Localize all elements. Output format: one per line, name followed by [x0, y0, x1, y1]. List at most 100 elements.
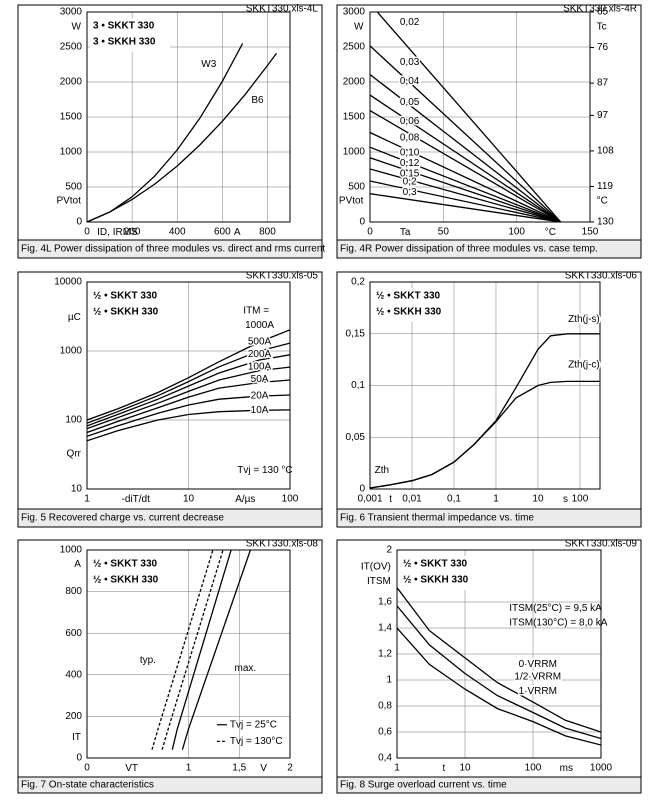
caption: Fig. 4L Power dissipation of three modul… [21, 244, 325, 255]
y-tick-label: 1,6 [378, 597, 392, 608]
y-tick-label: 0,1 [351, 380, 365, 391]
curve-label: 10A [251, 405, 269, 416]
device-box [373, 288, 453, 322]
y-tick-label: 200 [65, 711, 82, 722]
y2-tick-label: 97 [597, 110, 609, 121]
caption-bar [336, 239, 642, 259]
curve-label: Zth(j-c) [568, 359, 600, 370]
curve-label: 0,10 [400, 147, 420, 158]
x-tick-label: 10 [459, 763, 471, 774]
curve-label: 500A [248, 337, 272, 348]
series-line [370, 380, 600, 489]
plot-frame [86, 11, 291, 223]
x-tick-label: 100 [572, 494, 589, 505]
y-tick-label: 10 [71, 484, 83, 495]
x-tick-label: 100 [282, 494, 299, 505]
y-tick-label: 2000 [343, 77, 366, 88]
y-tick-label: 1,4 [378, 623, 392, 634]
curve-label: 0,02 [400, 17, 420, 28]
curve-label: W3 [201, 59, 216, 70]
series-line [87, 354, 290, 427]
caption-bar [336, 508, 642, 528]
plot-frame [396, 549, 602, 759]
y-tick-label: 1000 [60, 346, 83, 357]
annotation: Zth [375, 465, 389, 476]
annotation: PVtot [339, 196, 364, 207]
caption-bar [17, 508, 323, 528]
caption-bar [336, 776, 642, 794]
y-tick-label: 100 [65, 415, 82, 426]
series-line [87, 409, 290, 442]
curve-label: 0,15 [400, 168, 420, 179]
curve-label: Zth(j-s) [568, 314, 600, 325]
y-tick-label: 2000 [60, 77, 83, 88]
x-tick-label: 600 [214, 227, 231, 238]
series-line [87, 366, 290, 430]
annotation: W [71, 21, 81, 32]
y-tick-label: 0 [76, 753, 82, 764]
device-box [90, 556, 170, 590]
annotation: W [354, 21, 364, 32]
series-line [370, 131, 561, 222]
y-tick-label: 2 [386, 545, 392, 556]
series-line [370, 94, 562, 222]
x-tick-label: 0,1 [447, 494, 461, 505]
y-tick-label: 10000 [54, 277, 82, 288]
y-tick-label: 800 [65, 586, 82, 597]
device-label: ½ • SKKH 330 [403, 575, 469, 586]
figure-code: SKKT330.xls-05 [246, 271, 319, 282]
annotation: ITM = [243, 306, 269, 317]
x-tick-label: 2 [287, 763, 293, 774]
y-tick-label: 0 [359, 217, 365, 228]
curve-label: B6 [251, 95, 264, 106]
panel-frame [336, 539, 642, 794]
x-tick-label: 0 [84, 763, 90, 774]
y-tick-label: 0,4 [378, 753, 392, 764]
x-tick-label: 1 [186, 763, 192, 774]
annotation: ID, IRMS [97, 227, 138, 238]
series-line [151, 550, 214, 750]
curve-label: 200A [248, 349, 272, 360]
plot-frame [369, 281, 601, 490]
series-line [370, 73, 562, 222]
figure-code: SKKT330.xls-09 [565, 539, 638, 550]
curve-label: 0,3 [403, 187, 417, 198]
y-tick-label: 1500 [343, 112, 366, 123]
caption: Fig. 8 Surge overload current vs. time [340, 780, 507, 791]
y2-tick-label: 108 [597, 146, 614, 157]
annotation: typ. [140, 655, 156, 666]
y-tick-label: 3000 [343, 7, 366, 18]
annotation: PVtot [56, 196, 81, 207]
x-tick-label: 200 [124, 227, 141, 238]
device-label: ½ • SKKT 330 [403, 559, 468, 570]
x-tick-label: 100 [508, 227, 525, 238]
y-tick-label: 500 [65, 182, 82, 193]
y-tick-label: 2500 [343, 42, 366, 53]
figure-code: SKKT330.xls-4L [246, 4, 319, 15]
x-tick-label: 1 [493, 494, 499, 505]
x-tick-label: 50 [438, 227, 450, 238]
x-tick-label: 10 [183, 494, 195, 505]
series-line [87, 379, 290, 434]
series-line [370, 157, 561, 222]
y2-tick-label: 65 [597, 7, 609, 18]
annotation: IT [72, 732, 81, 743]
annotation: Tc [597, 21, 607, 32]
curve-label: 0·VRRM [519, 659, 557, 670]
y-tick-label: 0,6 [378, 727, 392, 738]
device-label: ½ • SKKH 330 [376, 307, 442, 318]
y-tick-label: 0,05 [346, 432, 366, 443]
x-tick-label: 0,001 [357, 494, 382, 505]
y-tick-label: 1 [386, 675, 392, 686]
figure-panel: Fig. 7 On-state characteristics SKKT330.x… [17, 539, 323, 794]
annotation: s [563, 494, 568, 505]
series-line [370, 45, 562, 222]
y2-tick-label: 119 [597, 181, 613, 192]
x-tick-label: 800 [259, 227, 276, 238]
figure-panel: Fig. 6 Transient thermal impedance vs. t… [336, 271, 642, 528]
legend-label: Tvj = 25°C [230, 719, 277, 730]
annotation: A [74, 559, 81, 570]
figure-panel: Fig. 8 Surge overload current vs. time SK… [336, 539, 642, 794]
series-line [87, 394, 290, 437]
